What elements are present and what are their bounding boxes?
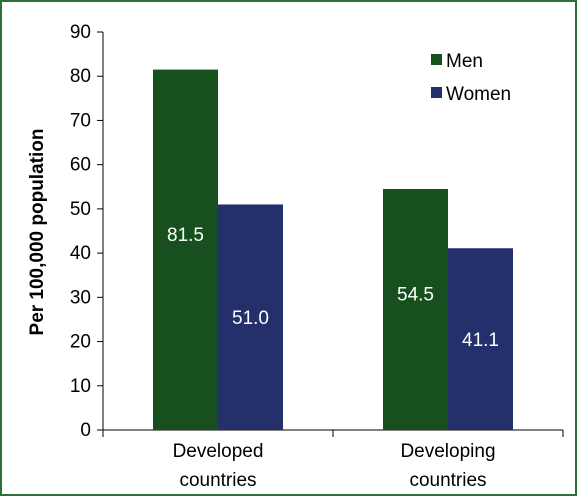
legend-swatch-men bbox=[431, 54, 442, 65]
bar-women-2 bbox=[448, 248, 513, 430]
category-label-1: countries bbox=[179, 470, 256, 491]
y-tick-label: 80 bbox=[70, 66, 91, 87]
category-label-2: countries bbox=[409, 470, 486, 491]
y-tick-label: 30 bbox=[70, 287, 91, 308]
legend: Men Women bbox=[431, 51, 511, 105]
y-tick-label: 10 bbox=[70, 376, 91, 397]
data-label-women-1: 51.0 bbox=[232, 308, 269, 329]
y-tick-label: 40 bbox=[70, 243, 91, 264]
y-tick-label: 90 bbox=[70, 22, 91, 43]
y-ticks: 0 10 20 30 40 50 60 70 80 90 bbox=[70, 22, 103, 441]
y-tick-label: 50 bbox=[70, 199, 91, 220]
category-label-2: Developing bbox=[400, 441, 495, 462]
bars: 81.5 51.0 54.5 41.1 bbox=[153, 69, 513, 430]
x-category-labels: Developed countries Developing countries bbox=[173, 441, 496, 491]
y-tick-label: 20 bbox=[70, 332, 91, 353]
data-label-women-2: 41.1 bbox=[462, 330, 499, 351]
y-tick-label: 70 bbox=[70, 110, 91, 131]
bar-men-2 bbox=[383, 188, 448, 430]
legend-label-men: Men bbox=[446, 51, 483, 72]
category-label-1: Developed bbox=[173, 441, 264, 462]
y-axis-label: Per 100,000 population bbox=[27, 129, 48, 336]
data-label-men-2: 54.5 bbox=[397, 284, 434, 305]
legend-label-women: Women bbox=[446, 84, 511, 105]
y-tick-label: 60 bbox=[70, 155, 91, 176]
legend-swatch-women bbox=[431, 87, 442, 98]
bar-women-1 bbox=[218, 204, 283, 430]
bar-men-1 bbox=[153, 69, 218, 430]
data-label-men-1: 81.5 bbox=[167, 225, 204, 246]
y-tick-label: 0 bbox=[80, 420, 91, 441]
